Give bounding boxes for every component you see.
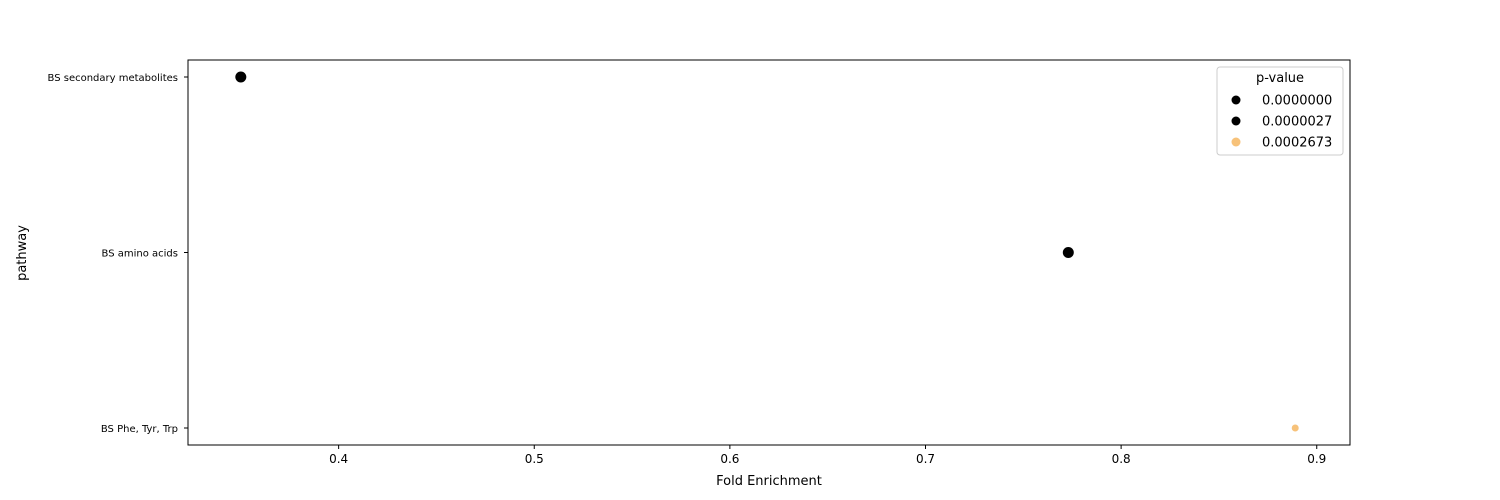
y-tick-label: BS secondary metabolites <box>48 73 178 84</box>
legend-marker <box>1231 95 1241 105</box>
x-tick-label: 0.4 <box>329 452 348 466</box>
legend-title: p-value <box>1256 71 1304 86</box>
x-axis-label: Fold Enrichment <box>716 474 822 489</box>
plot-area <box>187 59 1351 446</box>
y-tick-label: BS Phe, Tyr, Trp <box>101 424 178 435</box>
legend-entry-label: 0.0000000 <box>1262 94 1332 109</box>
data-points <box>235 71 1299 432</box>
y-axis-label: pathway <box>15 225 30 281</box>
x-tick-label: 0.8 <box>1112 452 1131 466</box>
legend-entry-label: 0.0000027 <box>1262 115 1332 130</box>
x-tick-label: 0.9 <box>1307 452 1326 466</box>
data-point <box>235 71 247 83</box>
legend-marker <box>1231 137 1241 147</box>
x-axis: 0.4 0.5 0.6 0.7 0.8 0.9 <box>329 445 1326 466</box>
x-tick-label: 0.5 <box>525 452 544 466</box>
y-tick-label: BS amino acids <box>102 249 178 260</box>
x-tick-label: 0.7 <box>916 452 935 466</box>
legend-marker <box>1231 116 1241 126</box>
legend: p-value 0.0000000 0.0000027 0.0002673 <box>1216 66 1344 156</box>
data-point <box>1062 247 1074 258</box>
legend-entry-label: 0.0002673 <box>1262 136 1332 151</box>
data-point <box>1291 424 1299 432</box>
y-axis: BS secondary metabolites BS amino acids BS… <box>48 73 188 435</box>
x-tick-label: 0.6 <box>720 452 739 466</box>
legend-box <box>1216 66 1344 156</box>
